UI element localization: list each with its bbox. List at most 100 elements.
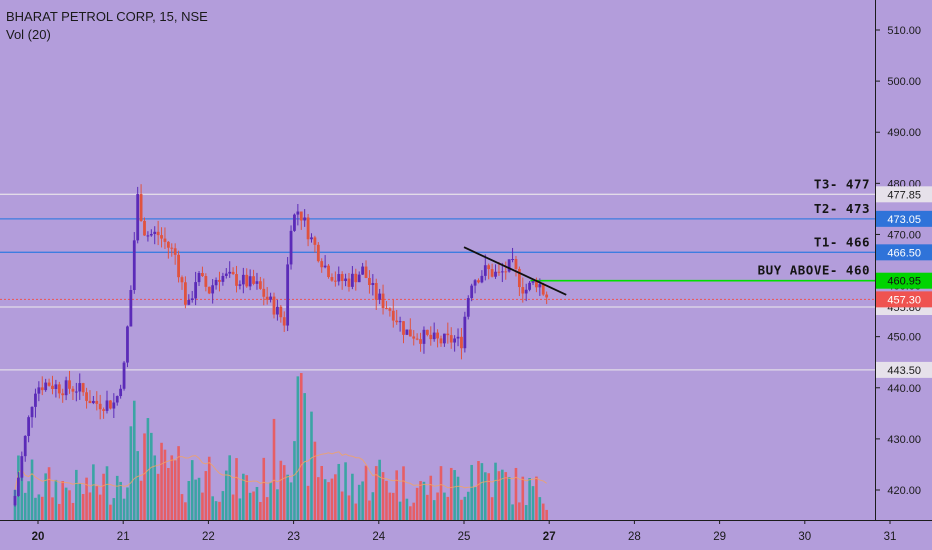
candle-body — [78, 383, 82, 392]
price-tick-label: 450.00 — [887, 332, 921, 344]
volume-bar — [303, 393, 306, 520]
volume-bar — [484, 472, 487, 520]
volume-bar — [58, 503, 61, 520]
time-axis-panel — [0, 520, 932, 550]
price-tick-label: 440.00 — [887, 383, 921, 395]
candle-body — [98, 403, 102, 410]
current-price-tag-label: 457.30 — [887, 294, 921, 306]
candle-body — [235, 274, 238, 286]
volume-bar — [354, 503, 358, 520]
candle-body — [333, 280, 337, 282]
level-t3-tag — [876, 186, 932, 203]
candle-body — [354, 273, 358, 283]
volume-bar — [201, 492, 204, 520]
candle-body — [245, 274, 249, 287]
volume-bar — [487, 473, 491, 520]
candle-body — [163, 238, 167, 242]
candle-body — [466, 298, 470, 317]
volume-bar — [347, 495, 351, 520]
candle-body — [320, 261, 324, 268]
candle-body — [143, 220, 146, 236]
candle-body — [146, 235, 150, 237]
candle-body — [218, 279, 221, 282]
candle-body — [115, 396, 119, 403]
candle-body — [374, 283, 378, 300]
trendline[interactable] — [463, 246, 567, 296]
candle-body — [258, 281, 262, 289]
chart-legend: BHARAT PETROL CORP, 15, NSE Vol (20) — [6, 8, 208, 44]
candle-body — [173, 248, 177, 255]
volume-bar — [426, 494, 429, 520]
candle-body — [156, 231, 160, 236]
volume-bar — [514, 467, 518, 520]
price-tick-label: 490.00 — [887, 127, 921, 139]
candle-body — [61, 393, 65, 396]
volume-bar — [190, 460, 194, 520]
volume-bar — [75, 469, 78, 520]
candle-body — [88, 400, 92, 404]
volume-bar — [409, 506, 412, 520]
level-label-t1: T1- 466 — [814, 234, 870, 249]
candle-body — [524, 289, 528, 294]
volume-bar — [473, 487, 477, 520]
volume-bar — [293, 441, 296, 520]
volume-bar — [368, 500, 371, 520]
candle-body — [224, 273, 228, 276]
volume-bar — [276, 489, 279, 520]
candle-body — [368, 277, 371, 286]
candle-body — [85, 392, 88, 401]
volume-bar — [320, 465, 324, 520]
volume-bar — [262, 457, 266, 520]
candle-body — [20, 456, 24, 478]
candle-body — [494, 271, 497, 277]
price-tick-label: 420.00 — [887, 485, 921, 497]
candle-body — [207, 286, 211, 294]
candle-body — [310, 237, 313, 240]
candle-body — [422, 329, 426, 344]
candle-body — [296, 211, 300, 215]
candle-body — [279, 306, 283, 318]
volume-bar — [497, 471, 501, 520]
volume-bar — [23, 492, 27, 520]
candle-body — [170, 247, 174, 249]
candle-body — [327, 265, 330, 278]
candle-body — [361, 266, 365, 275]
candle-body — [282, 317, 286, 326]
candle-body — [303, 217, 307, 221]
volume-bar — [122, 498, 126, 520]
volume-bar — [47, 467, 51, 520]
volume-bar — [81, 494, 85, 520]
candle-body — [364, 266, 368, 278]
volume-bar — [323, 479, 327, 520]
candle-body — [214, 279, 218, 286]
candle-body — [381, 293, 385, 309]
candle-body — [91, 400, 95, 404]
volume-bar — [40, 496, 44, 520]
volume-bar — [330, 478, 334, 520]
volume-bar — [535, 476, 538, 520]
candle-body — [119, 388, 123, 397]
candle-body — [337, 274, 341, 282]
volume-bar — [511, 504, 514, 520]
volume-bar — [279, 460, 283, 520]
volume-bar — [449, 467, 453, 520]
candle-body — [313, 237, 317, 245]
candle-body — [238, 284, 242, 286]
volume-bar — [470, 464, 473, 520]
candle-body — [201, 272, 204, 277]
volume-bar — [463, 496, 467, 520]
level-label-t2: T2- 473 — [814, 201, 870, 216]
candle-body — [252, 276, 255, 284]
volume-bar — [504, 472, 508, 520]
candle-body — [276, 306, 279, 315]
candle-body — [228, 271, 232, 274]
candle-body — [265, 296, 269, 300]
volume-bar — [439, 466, 443, 520]
candle-body — [95, 400, 99, 404]
volume-bar — [51, 497, 54, 520]
candle-body — [514, 259, 518, 269]
candle-body — [344, 278, 347, 282]
volume-bar — [289, 482, 293, 520]
volume-bar — [218, 501, 221, 520]
